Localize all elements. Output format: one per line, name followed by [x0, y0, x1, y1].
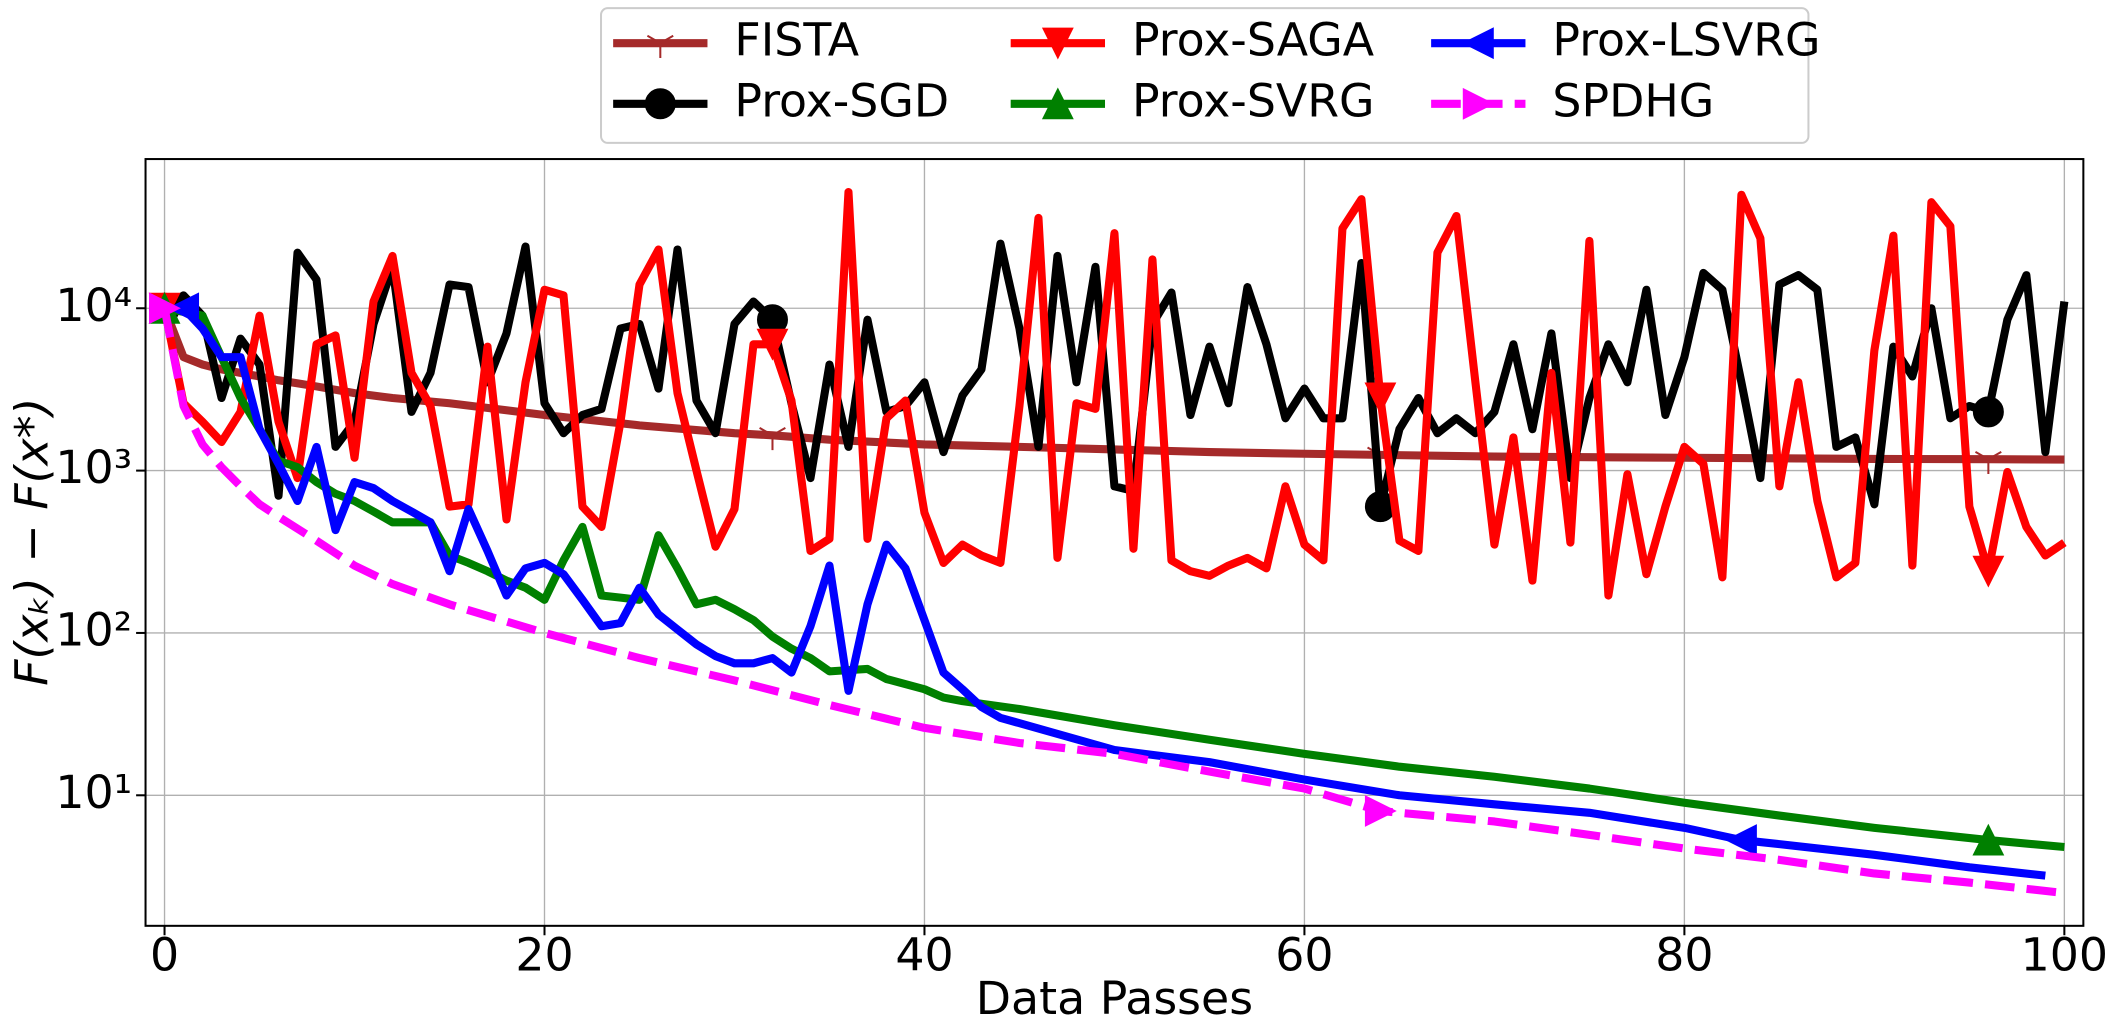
series-line: [160, 307, 2065, 898]
marker: [1972, 555, 2005, 588]
marker: [1364, 382, 1397, 415]
y-tick-label: 10²: [55, 602, 132, 656]
series-line: [180, 305, 2046, 880]
x-axis-label: Data Passes: [976, 971, 1253, 1025]
x-tick-label: 40: [895, 928, 953, 982]
marker: [646, 34, 674, 58]
legend-label: FISTA: [734, 13, 859, 67]
marker: [1041, 27, 1074, 60]
legend-label: Prox-SAGA: [1132, 13, 1374, 67]
series-line: [162, 239, 2069, 511]
legend-label: Prox-SVRG: [1132, 73, 1375, 127]
legend-label: Prox-SGD: [734, 73, 949, 127]
marker: [1462, 87, 1495, 120]
legend-label: SPDHG: [1552, 73, 1714, 127]
x-tick-label: 80: [1655, 928, 1713, 982]
x-tick-label: 20: [515, 928, 573, 982]
y-axis-label: F(xₖ) − F(x*): [5, 398, 59, 686]
plot-lines: [148, 187, 2069, 898]
y-tick-label: 10⁴: [55, 278, 132, 332]
marker: [1461, 27, 1494, 60]
series-line: [163, 304, 2065, 852]
y-tick-label: 10¹: [55, 765, 132, 819]
marker: [756, 328, 789, 361]
axes-frame: [144, 158, 2085, 927]
legend: FISTA Prox-SGD Prox-SAGA Prox-SVRG Prox-LSVR…: [613, 13, 1821, 127]
marker: [1725, 824, 1757, 856]
marker: [1364, 795, 1397, 827]
marker: [759, 427, 786, 451]
marker: [1972, 823, 2005, 856]
marker: [149, 292, 181, 325]
marker: [1974, 450, 2002, 475]
series-line: [160, 187, 2067, 600]
y-tick-label: 10³: [55, 440, 132, 494]
x-tick-label: 100: [2021, 928, 2108, 982]
x-tick-label: 0: [150, 928, 179, 982]
marker: [644, 88, 676, 120]
marker: [1972, 396, 2004, 428]
marker: [167, 292, 200, 325]
x-tick-label: 60: [1275, 928, 1333, 982]
marker: [1041, 87, 1074, 120]
legend-label: Prox-LSVRG: [1552, 13, 1820, 67]
